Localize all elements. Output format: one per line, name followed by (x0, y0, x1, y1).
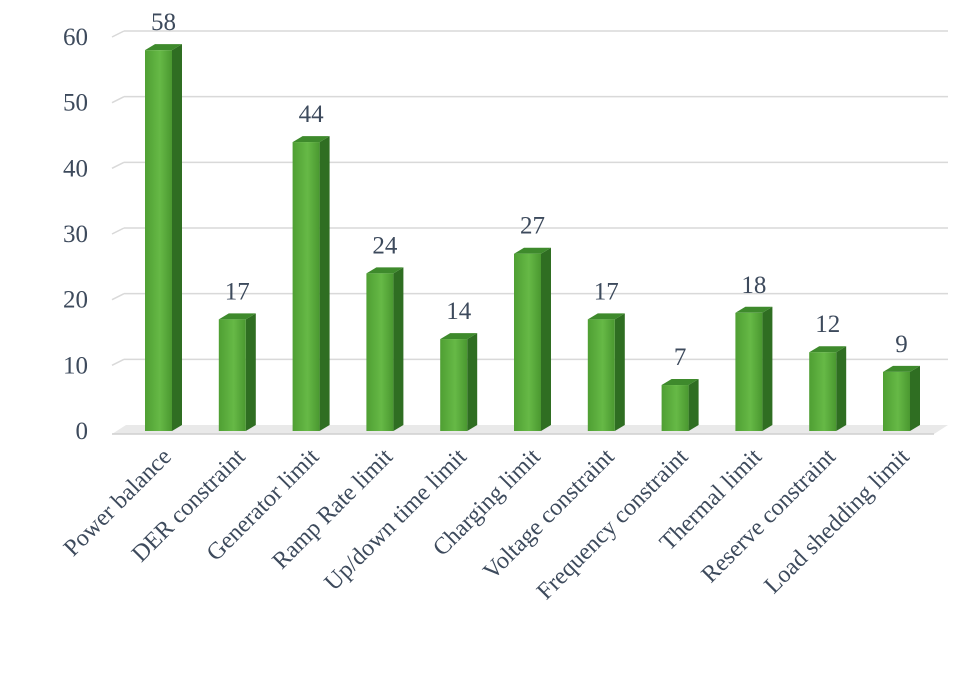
bar-top (883, 365, 920, 372)
bar (809, 346, 847, 431)
gridline-slant (111, 227, 125, 235)
bar-front (514, 253, 541, 431)
bar (292, 136, 330, 432)
data-label: 12 (815, 311, 840, 338)
bar-front (587, 319, 615, 431)
bar-top (218, 313, 256, 320)
gridlines (111, 30, 948, 367)
bar-front (366, 273, 394, 431)
y-tick-label: 0 (76, 418, 89, 445)
bar-side (393, 267, 404, 431)
bar-front (661, 385, 689, 431)
bar-side (836, 346, 847, 431)
bar (218, 313, 256, 431)
gridline-slant (111, 30, 125, 38)
bar-side (467, 333, 478, 431)
bar-front (883, 371, 910, 431)
bar-front (735, 312, 763, 431)
bar (587, 313, 625, 431)
bar (883, 365, 920, 431)
bar-front (440, 339, 468, 431)
bar-side (319, 136, 330, 432)
bar-side (541, 247, 551, 431)
y-tick-label: 40 (63, 155, 88, 182)
data-label: 18 (741, 272, 766, 299)
bar-side (245, 313, 256, 431)
bar (366, 267, 404, 431)
gridline-slant (111, 358, 125, 367)
y-tick-label: 50 (63, 90, 88, 117)
bar-front (218, 319, 246, 431)
y-tick-label: 20 (63, 287, 88, 314)
bar-top (292, 136, 330, 143)
bar-top (366, 267, 404, 274)
x-category-label: Up/down time limit (320, 444, 472, 596)
data-label: 9 (895, 331, 908, 358)
y-tick-label: 10 (63, 352, 88, 379)
bar (145, 44, 182, 432)
data-label: 44 (299, 101, 325, 128)
bar-top (809, 346, 847, 353)
x-category-label: Voltage constraint (478, 444, 619, 585)
bar-top (735, 306, 773, 313)
data-label: 17 (225, 278, 250, 305)
gridline-slant (111, 95, 125, 104)
x-category-label: Load shedding limit (760, 444, 915, 599)
bars (145, 44, 920, 432)
bar-side (614, 313, 625, 431)
y-tick-label: 60 (63, 24, 88, 51)
data-label: 17 (594, 278, 619, 305)
data-label: 58 (151, 9, 176, 36)
bar (514, 247, 551, 431)
x-category-label: Reserve constraint (697, 444, 841, 588)
bar-top (440, 333, 478, 340)
bar (440, 333, 478, 431)
bar-top (514, 247, 551, 254)
bar (735, 306, 773, 431)
bar (661, 379, 699, 431)
data-label: 14 (446, 298, 472, 325)
bar-side (172, 44, 182, 432)
data-label: 24 (372, 232, 398, 259)
bar-top (661, 379, 699, 386)
bar-side (910, 365, 920, 431)
bar-top (587, 313, 625, 320)
gridline-slant (111, 292, 125, 301)
data-label: 27 (520, 213, 545, 240)
bar-front (292, 142, 320, 432)
bar-side (762, 306, 773, 431)
bar-front (145, 50, 172, 432)
y-axis: 0 10 20 30 40 50 60 (63, 24, 88, 445)
bar-top (145, 44, 182, 51)
data-label: 7 (674, 344, 687, 371)
bar-front (809, 352, 837, 431)
data-labels: 58 17 44 24 14 27 17 7 18 12 9 (151, 9, 908, 371)
bar-side (688, 379, 699, 431)
y-tick-label: 30 (63, 221, 88, 248)
gridline-slant (111, 161, 125, 170)
